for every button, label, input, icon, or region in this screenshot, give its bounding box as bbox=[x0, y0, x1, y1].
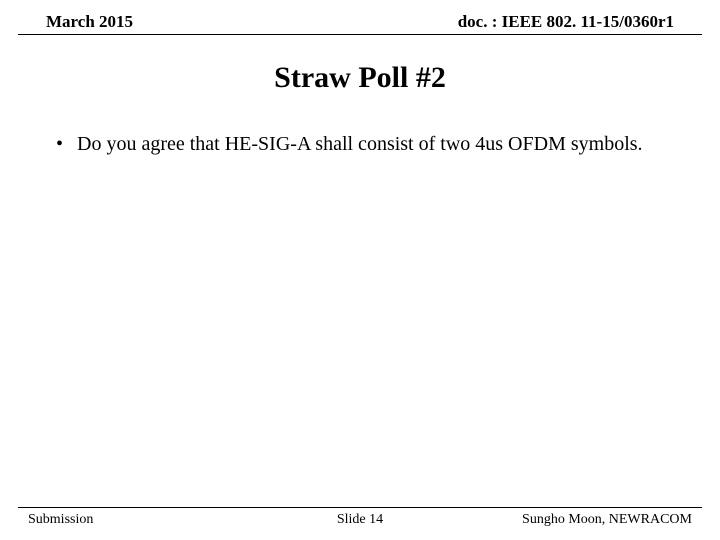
slide-title: Straw Poll #2 bbox=[0, 61, 720, 95]
footer-slide-number: Slide 14 bbox=[337, 512, 383, 528]
header-doc-id: doc. : IEEE 802. 11-15/0360r1 bbox=[458, 12, 674, 32]
header-date: March 2015 bbox=[46, 12, 133, 32]
footer-left: Submission bbox=[28, 512, 93, 528]
slide-header: March 2015 doc. : IEEE 802. 11-15/0360r1 bbox=[18, 0, 702, 35]
bullet-text: Do you agree that HE-SIG-A shall consist… bbox=[77, 131, 664, 158]
slide-content: • Do you agree that HE-SIG-A shall consi… bbox=[0, 95, 720, 158]
footer-author: Sungho Moon, NEWRACOM bbox=[522, 512, 692, 528]
bullet-marker: • bbox=[56, 131, 63, 158]
bullet-item: • Do you agree that HE-SIG-A shall consi… bbox=[56, 131, 664, 158]
slide-footer: Submission Slide 14 Sungho Moon, NEWRACO… bbox=[18, 507, 702, 528]
